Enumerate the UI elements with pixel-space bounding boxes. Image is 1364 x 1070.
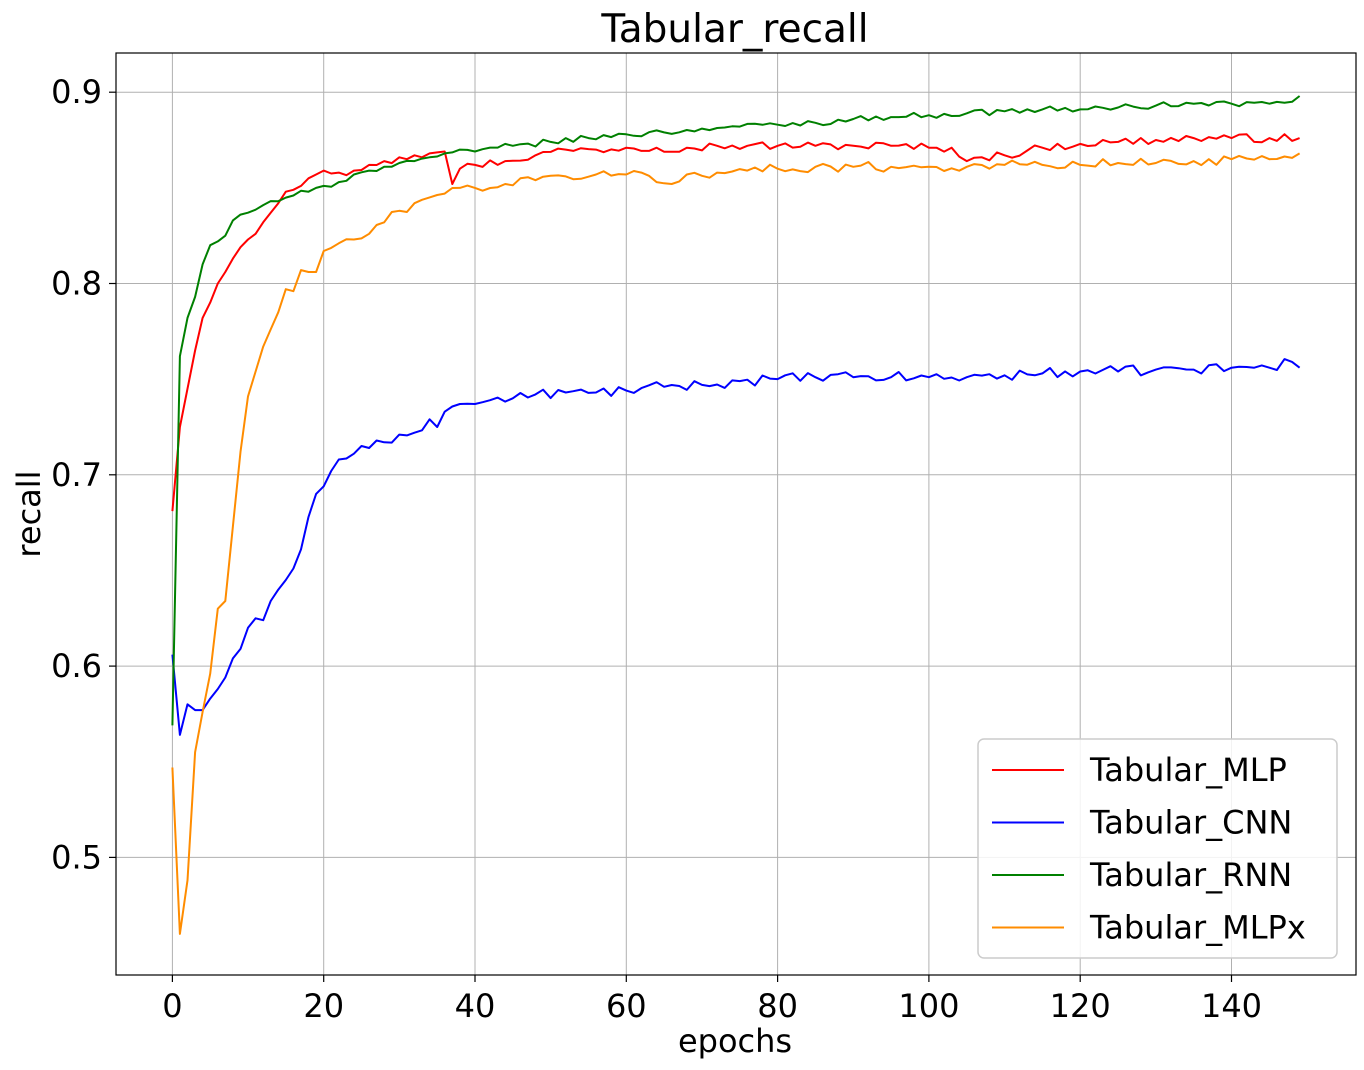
- x-tick-label: 100: [898, 987, 959, 1025]
- x-tick-label: 40: [455, 987, 496, 1025]
- x-tick-label: 60: [606, 987, 647, 1025]
- axis-ticks: 0 20 40 60 80 100 120 140 0.5 0.6 0.7 0.8 0.9: [51, 73, 1262, 1025]
- series-line-tabular-mlpx: [171, 152, 1301, 935]
- x-axis-label: epochs: [678, 1022, 792, 1060]
- x-tick-label: 120: [1050, 987, 1111, 1025]
- x-tick-label: 0: [162, 987, 182, 1025]
- y-tick-label: 0.5: [51, 838, 102, 876]
- x-tick-label: 20: [303, 987, 344, 1025]
- y-axis-label: recall: [10, 470, 48, 557]
- legend-label: Tabular_MLPx: [1089, 909, 1306, 947]
- series-line-tabular-mlp: [171, 133, 1300, 512]
- chart-title: Tabular_recall: [600, 7, 868, 52]
- y-tick-label: 0.6: [51, 647, 102, 685]
- legend: Tabular_MLP Tabular_CNN Tabular_RNN Tabular…: [977, 738, 1338, 959]
- x-tick-label: 80: [757, 987, 798, 1025]
- grid-lines: [116, 53, 1356, 975]
- series-line-tabular-rnn: [171, 95, 1301, 726]
- y-tick-label: 0.7: [51, 456, 102, 494]
- legend-label: Tabular_RNN: [1089, 856, 1292, 894]
- y-tick-label: 0.9: [51, 73, 102, 111]
- legend-box: [977, 738, 1338, 959]
- x-tick-label: 140: [1201, 987, 1262, 1025]
- series-line-tabular-cnn: [171, 358, 1301, 736]
- plot-frame: [115, 52, 1357, 976]
- y-tick-label: 0.8: [51, 265, 102, 303]
- series-lines: [171, 95, 1301, 935]
- legend-label: Tabular_MLP: [1089, 751, 1287, 789]
- legend-label: Tabular_CNN: [1089, 804, 1292, 842]
